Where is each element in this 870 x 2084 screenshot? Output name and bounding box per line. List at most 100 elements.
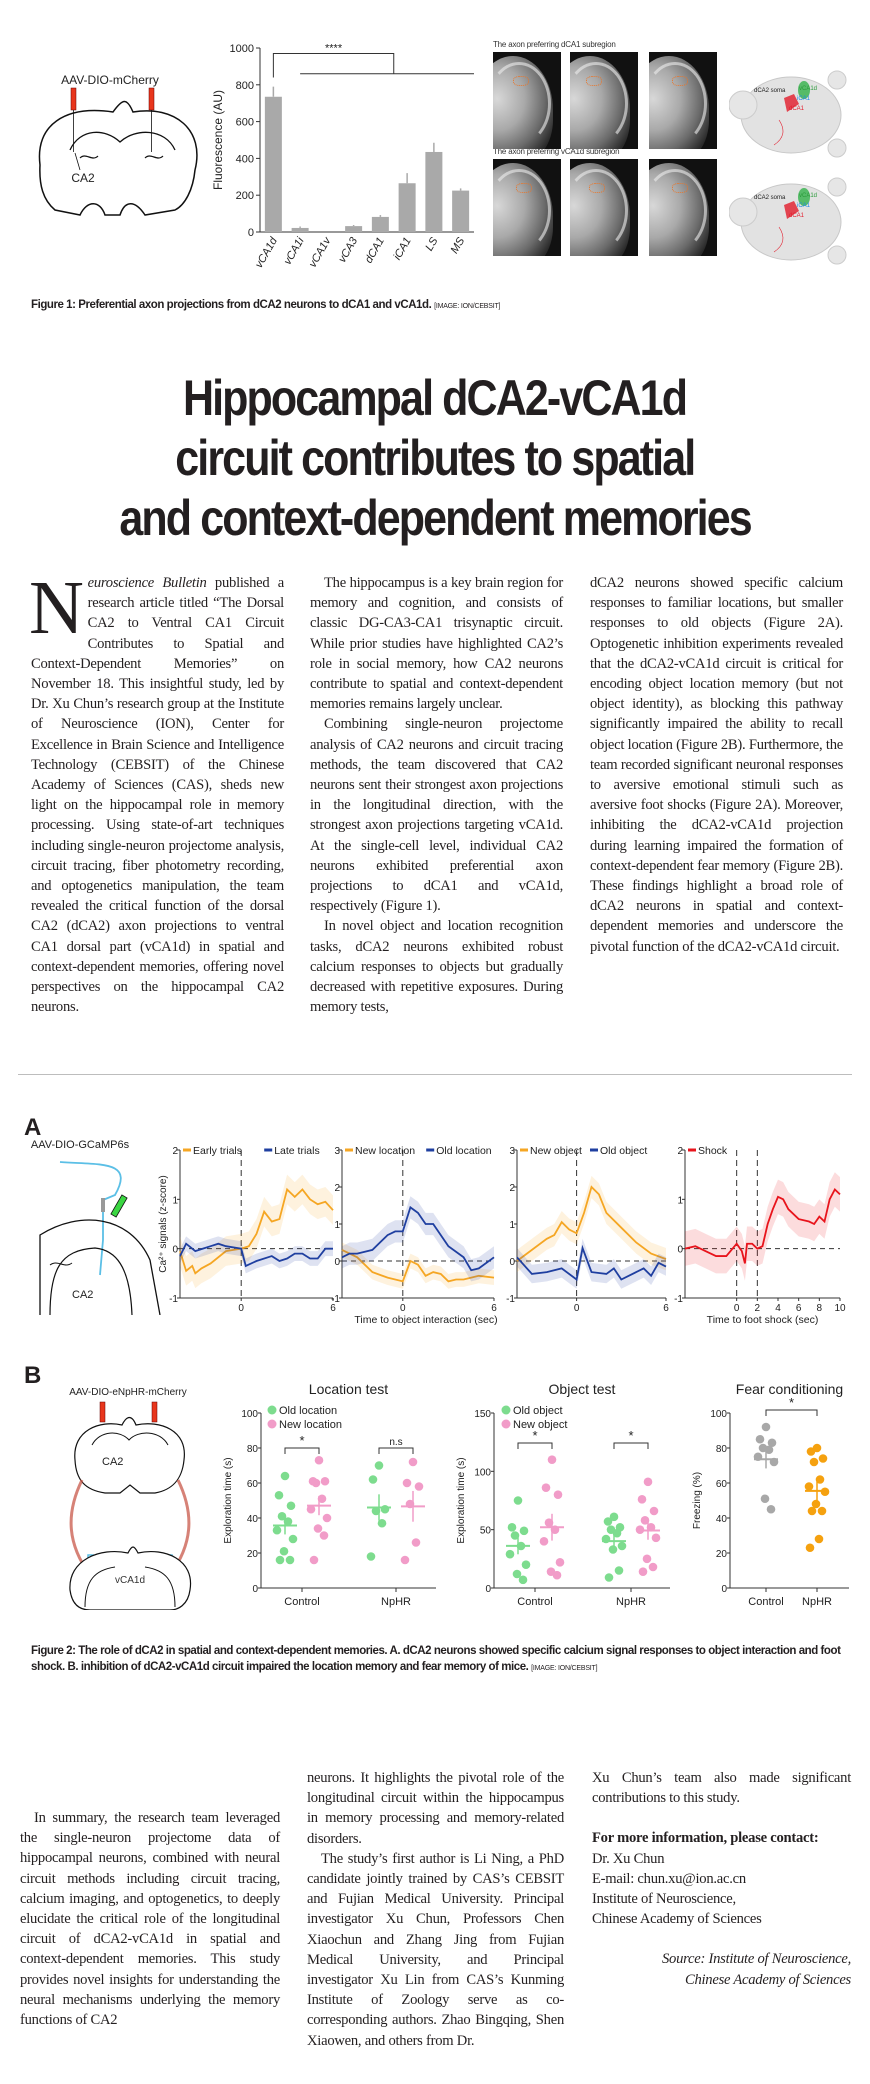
data-point bbox=[553, 1571, 562, 1580]
title-line: Hippocampal dCA2-vCA1d bbox=[183, 368, 686, 428]
data-point bbox=[643, 1555, 652, 1564]
contact-email[interactable]: E-mail: chun.xu@ion.ac.cn bbox=[592, 1869, 851, 1889]
paragraph: Combining single-neuron projectome analy… bbox=[310, 714, 563, 916]
y-tick-label: 100 bbox=[241, 1409, 258, 1420]
x-tick-label: vCA1d bbox=[253, 235, 280, 270]
figure-1: AAV-DIO-mCherry CA2 0 200 400 600 800 1000 Flu… bbox=[0, 0, 870, 320]
data-point bbox=[369, 1475, 378, 1484]
legend-marker bbox=[268, 1406, 277, 1415]
brain3d-label: vCA1d bbox=[799, 86, 817, 92]
data-point bbox=[805, 1482, 814, 1491]
title-line: circuit contributes to spatial bbox=[175, 428, 694, 488]
contact-org: Institute of Neuroscience, bbox=[592, 1889, 851, 1909]
legend-label: Early trials bbox=[193, 1145, 242, 1157]
x-tick-label: MS bbox=[449, 235, 468, 256]
x-tick-label: 0 bbox=[400, 1303, 406, 1314]
data-point bbox=[542, 1483, 551, 1492]
x-tick-label: NpHR bbox=[802, 1596, 832, 1608]
brain3d-label: dCA2 soma bbox=[754, 88, 786, 94]
paragraph: The study’s first author is Li Ning, a P… bbox=[307, 1849, 564, 2051]
y-tick-label: 0 bbox=[172, 1245, 178, 1256]
x-tick-label: vCA1v bbox=[307, 234, 334, 269]
title-line: and context-dependent memories bbox=[119, 488, 750, 548]
legend-label: Old object bbox=[513, 1405, 563, 1417]
syringe-icon bbox=[149, 88, 154, 110]
y-axis-label: Freezing (%) bbox=[692, 1472, 703, 1529]
bottom-column-2: neurons. It highlights the pivotal role … bbox=[307, 1768, 564, 2051]
x-tick-label: Control bbox=[284, 1596, 319, 1608]
paragraph: In novel object and location recognition… bbox=[310, 916, 563, 1017]
brain-section-image bbox=[570, 159, 638, 256]
data-point bbox=[273, 1526, 282, 1535]
y-tick-label: 60 bbox=[247, 1479, 259, 1490]
x-tick-label: 6 bbox=[491, 1303, 497, 1314]
significance-bracket bbox=[285, 1448, 319, 1454]
journal-name: euroscience Bulletin bbox=[88, 575, 207, 591]
data-point bbox=[807, 1447, 816, 1456]
data-point bbox=[756, 1435, 765, 1444]
virus-label: AAV-DIO-mCherry bbox=[61, 73, 159, 87]
x-axis-label: Time to foot shock (sec) bbox=[707, 1314, 819, 1326]
data-point bbox=[618, 1542, 627, 1551]
significance-bracket bbox=[614, 1443, 648, 1449]
y-axis-label: Exploration time (s) bbox=[223, 1457, 234, 1543]
data-point bbox=[615, 1566, 624, 1575]
paragraph: Xu Chun’s team also made significant con… bbox=[592, 1768, 851, 1808]
body-column-2: The hippocampus is a key brain region fo… bbox=[310, 573, 563, 1017]
data-point bbox=[508, 1523, 517, 1532]
calcium-trace-chart: -101230 6New location Old locationTime to … bbox=[331, 1145, 497, 1326]
data-point bbox=[819, 1454, 828, 1463]
y-tick-label: 1 bbox=[334, 1220, 340, 1231]
data-point bbox=[638, 1495, 647, 1504]
data-point bbox=[367, 1552, 376, 1561]
x-tick-label: 8 bbox=[817, 1303, 823, 1314]
data-point bbox=[281, 1472, 290, 1481]
x-tick-label: NpHR bbox=[616, 1596, 646, 1608]
legend-label: Late trials bbox=[274, 1145, 320, 1157]
data-point bbox=[315, 1456, 324, 1465]
y-tick-label: 40 bbox=[716, 1514, 728, 1525]
x-axis-label: Time to object interaction (sec) bbox=[354, 1314, 497, 1326]
y-tick-label: 150 bbox=[474, 1409, 491, 1420]
contact-org: Chinese Academy of Sciences bbox=[592, 1909, 851, 1929]
source-line: Source: Institute of Neuroscience, bbox=[592, 1949, 851, 1969]
x-tick-label: 4 bbox=[775, 1303, 781, 1314]
y-tick-label: 80 bbox=[247, 1444, 259, 1455]
x-tick-label: 0 bbox=[574, 1303, 580, 1314]
data-point bbox=[409, 1458, 418, 1467]
brain-section-image bbox=[493, 52, 561, 149]
data-point bbox=[644, 1478, 653, 1487]
significance-label: * bbox=[789, 1395, 794, 1410]
section-divider bbox=[18, 1074, 852, 1075]
brain3d-label: vCA1d bbox=[799, 193, 817, 199]
source-line: Chinese Academy of Sciences bbox=[592, 1970, 851, 1990]
y-tick-label: 100 bbox=[710, 1409, 727, 1420]
data-point bbox=[276, 1556, 285, 1565]
legend-marker bbox=[502, 1406, 511, 1415]
data-point bbox=[320, 1531, 329, 1540]
brain3d-label: dCA2 soma bbox=[754, 195, 786, 201]
bottom-column-3: Xu Chun’s team also made significant con… bbox=[592, 1768, 851, 1990]
y-tick-label: 1000 bbox=[230, 43, 254, 55]
data-point bbox=[520, 1527, 529, 1536]
x-tick-label: Control bbox=[517, 1596, 552, 1608]
contact-name: Dr. Xu Chun bbox=[592, 1849, 851, 1869]
y-tick-label: 80 bbox=[716, 1444, 728, 1455]
fluorescence-bar-chart: 02004006008001000Fluorescence (AU)vCA1d v… bbox=[200, 35, 490, 285]
legend-label: New object bbox=[513, 1419, 567, 1431]
data-point bbox=[649, 1563, 658, 1572]
data-point bbox=[412, 1538, 421, 1547]
x-tick-label: iCA1 bbox=[391, 236, 413, 263]
legend-marker bbox=[268, 1420, 277, 1429]
significance-bracket bbox=[273, 54, 474, 78]
y-tick-label: 0 bbox=[334, 1257, 340, 1268]
brain-3d-rendering: dCA2 soma vCA1diCA1dCA1 bbox=[729, 60, 847, 160]
figure-2-caption: Figure 2: The role of dCA2 in spatial an… bbox=[31, 1643, 841, 1677]
data-point bbox=[275, 1491, 284, 1500]
y-tick-label: -1 bbox=[169, 1294, 178, 1305]
data-point bbox=[806, 1543, 815, 1552]
chart-title: Location test bbox=[309, 1381, 388, 1397]
brain-section-image bbox=[649, 159, 717, 256]
x-tick-label: dCA1 bbox=[363, 236, 387, 266]
x-tick-label: 2 bbox=[755, 1303, 761, 1314]
